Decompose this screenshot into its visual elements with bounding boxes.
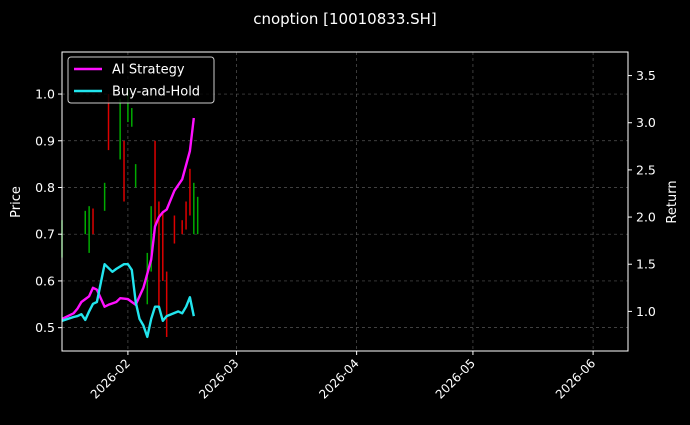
y2-axis-label: Return xyxy=(665,180,680,223)
chart-title: cnoption [10010833.SH] xyxy=(253,10,437,28)
y-axis-label: Price xyxy=(9,186,24,218)
y-tick-label: 1.0 xyxy=(35,87,55,102)
legend-box xyxy=(67,56,215,104)
candlesticks xyxy=(61,89,199,337)
y2-tick-label: 1.0 xyxy=(636,304,656,319)
y2-tick-label: 3.5 xyxy=(636,68,656,83)
plot-area-frame xyxy=(61,51,629,352)
legend-label-buy-and-hold: Buy-and-Hold xyxy=(112,85,200,100)
y2-tick-label: 1.5 xyxy=(636,257,656,272)
y2-tick-label: 2.0 xyxy=(636,210,656,225)
y-tick-label: 0.6 xyxy=(35,273,55,288)
y-tick-label: 0.5 xyxy=(35,320,55,335)
y-tick-label: 0.9 xyxy=(35,133,55,148)
return-lines xyxy=(61,117,195,339)
y2-tick-label: 3.0 xyxy=(636,115,656,130)
y2-tick-label: 2.5 xyxy=(636,162,656,177)
legend: AI Strategy Buy-and-Hold xyxy=(67,56,215,104)
y-tick-label: 0.7 xyxy=(35,227,55,242)
legend-label-ai-strategy: AI Strategy xyxy=(112,63,185,78)
buy-and-hold-line xyxy=(61,263,195,339)
ai-strategy-line xyxy=(61,117,195,320)
y-tick-label: 0.8 xyxy=(35,180,55,195)
